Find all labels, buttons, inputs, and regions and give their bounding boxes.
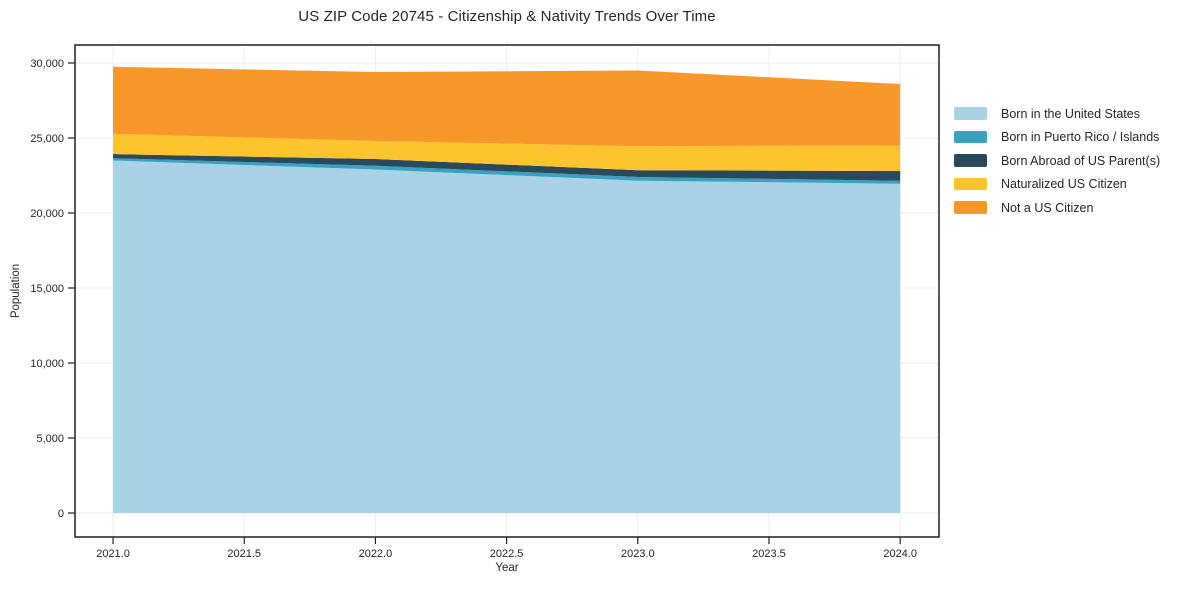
legend-item-not-a-us-citizen: Not a US Citizen [954, 200, 1160, 215]
legend-label: Naturalized US Citizen [1001, 177, 1127, 191]
legend-item-born-in-puerto-rico-islands: Born in Puerto Rico / Islands [954, 130, 1160, 144]
y-tick-label: 0 [58, 508, 64, 520]
y-tick-label: 30,000 [30, 58, 64, 70]
legend-label: Not a US Citizen [1001, 200, 1094, 215]
x-tick-label: 2024.0 [883, 548, 917, 560]
legend-swatch-naturalized-us-citizen [954, 177, 987, 191]
x-tick-label: 2021.5 [227, 548, 261, 560]
legend-item-naturalized-us-citizen: Naturalized US Citizen [954, 177, 1160, 191]
legend-label: Born Abroad of US Parent(s) [1001, 153, 1161, 168]
y-tick-label: 20,000 [30, 208, 64, 220]
y-axis-label: Population [10, 263, 22, 319]
area-born-in-the-united-states [113, 160, 901, 513]
legend-item-born-in-the-united-states: Born in the United States [954, 106, 1160, 121]
area-born-in-puerto-rico-islands [113, 158, 901, 184]
area-born-abroad-of-us-parent-s [113, 154, 901, 181]
legend-swatch-born-in-the-united-states [954, 107, 987, 120]
x-tick-label: 2022.0 [359, 548, 393, 560]
legend: Born in the United States Born in Puerto … [954, 107, 1160, 225]
y-tick-label: 5,000 [36, 433, 64, 445]
y-tick-label: 25,000 [30, 133, 64, 145]
x-tick-label: 2021.0 [96, 548, 130, 560]
legend-swatch-born-abroad-of-us-parent-s [954, 154, 987, 167]
legend-label: Born in the United States [1001, 106, 1140, 121]
x-axis-label: Year [495, 562, 519, 574]
y-tick-label: 10,000 [30, 358, 64, 370]
area-not-a-us-citizen [113, 66, 901, 147]
area-naturalized-us-citizen [113, 133, 901, 171]
chart-title: US ZIP Code 20745 - Citizenship & Nativi… [298, 8, 716, 25]
x-tick-label: 2023.0 [621, 548, 655, 560]
x-tick-label: 2022.5 [490, 548, 524, 560]
x-tick-label: 2023.5 [752, 548, 786, 560]
y-tick-label: 15,000 [30, 283, 64, 295]
legend-item-born-abroad-of-us-parent-s: Born Abroad of US Parent(s) [954, 153, 1161, 168]
legend-label: Born in Puerto Rico / Islands [1001, 130, 1160, 144]
legend-swatch-born-in-puerto-rico-islands [954, 130, 987, 144]
legend-swatch-not-a-us-citizen [954, 201, 987, 214]
